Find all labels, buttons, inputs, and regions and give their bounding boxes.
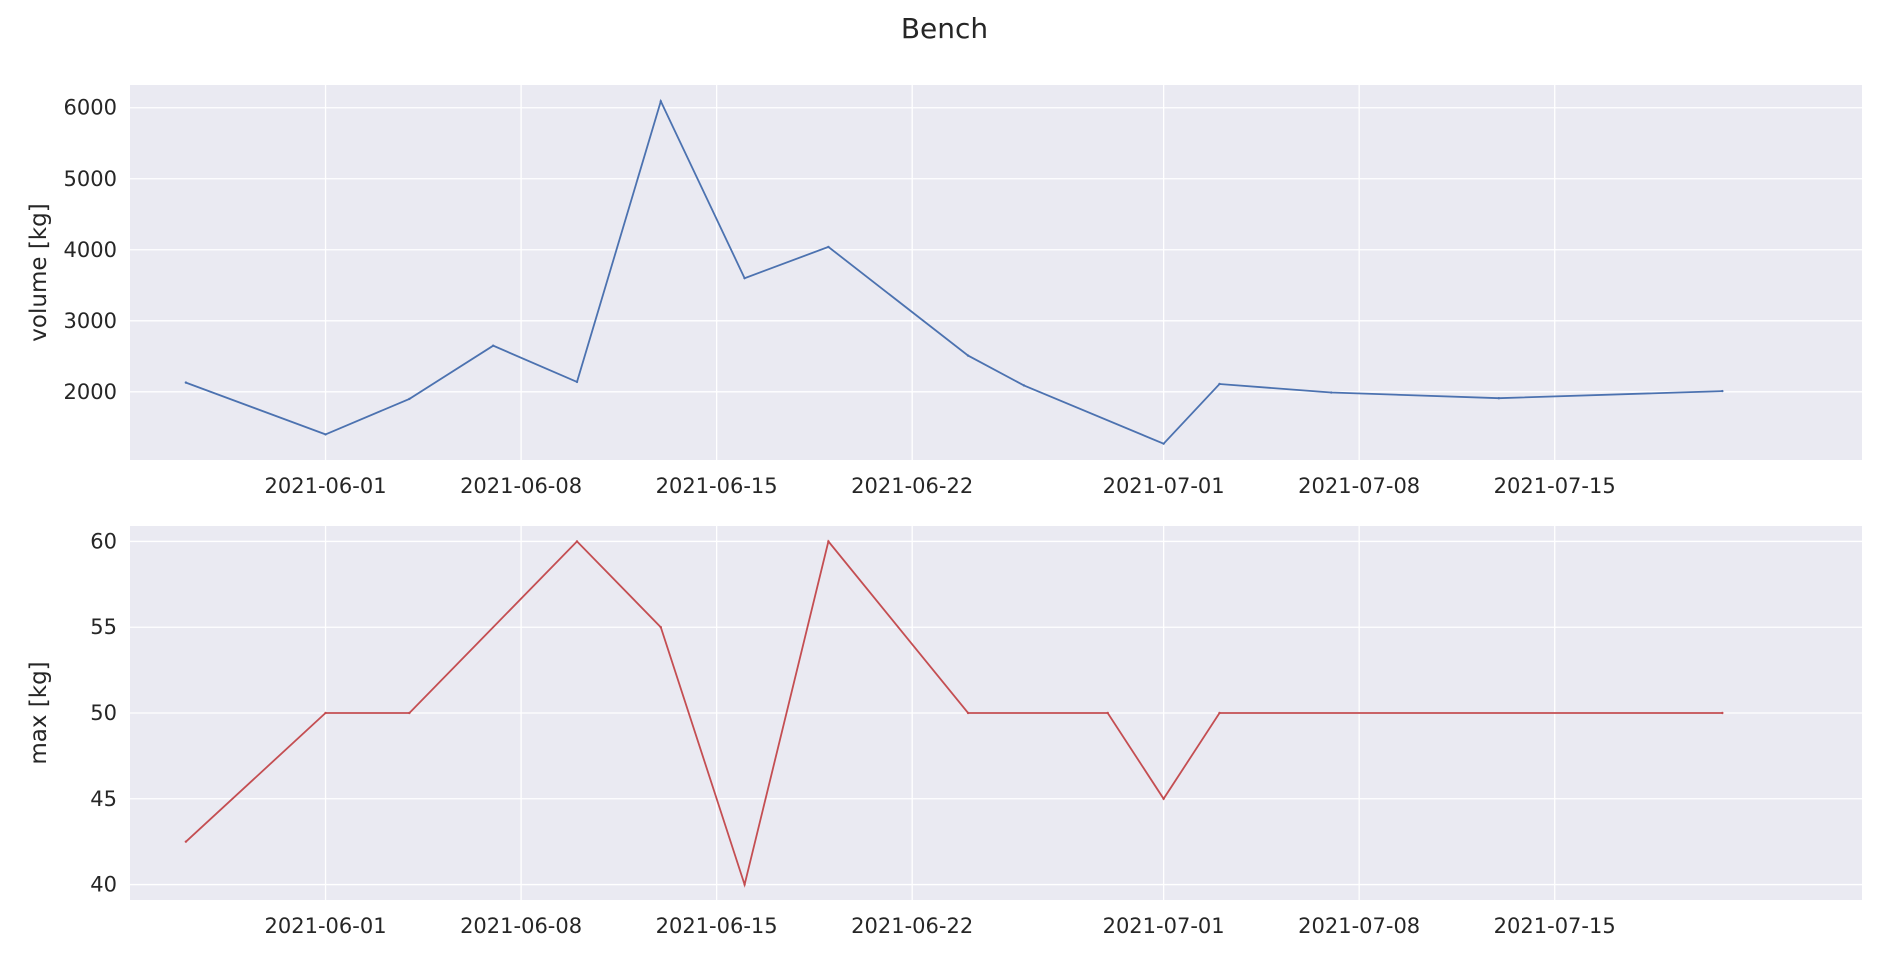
y-tick-label: 55 [90, 615, 117, 639]
data-point [1022, 384, 1026, 387]
data-point [659, 626, 662, 629]
y-tick-label: 40 [90, 873, 117, 897]
data-point [743, 276, 746, 280]
y-axis-label: max [kg] [26, 661, 52, 764]
data-point [1162, 797, 1165, 800]
y-tick-label: 5000 [64, 167, 117, 191]
y-axis-label: volume [kg] [26, 203, 52, 341]
data-point [1162, 442, 1165, 445]
data-point [184, 381, 188, 384]
data-point [659, 100, 662, 103]
data-point [743, 883, 746, 886]
x-tick-label: 2021-06-08 [460, 474, 582, 498]
data-point [184, 840, 188, 843]
data-point [1330, 391, 1333, 394]
x-tick-label: 2021-07-08 [1298, 914, 1420, 938]
x-tick-label: 2021-07-15 [1494, 474, 1616, 498]
data-point [1218, 711, 1221, 715]
data-point [1106, 711, 1109, 715]
x-tick-label: 2021-07-01 [1103, 914, 1225, 938]
x-tick-label: 2021-06-22 [851, 474, 973, 498]
data-point [408, 711, 411, 715]
data-point [827, 245, 830, 249]
data-point [966, 711, 970, 715]
data-point [966, 354, 970, 357]
data-point [408, 397, 411, 401]
data-point [575, 540, 579, 543]
x-tick-label: 2021-06-08 [460, 914, 582, 938]
x-tick-label: 2021-07-08 [1298, 474, 1420, 498]
plot-area-1 [130, 85, 1862, 460]
y-tick-label: 3000 [64, 309, 117, 333]
x-tick-label: 2021-06-15 [656, 474, 778, 498]
x-tick-label: 2021-07-01 [1103, 474, 1225, 498]
data-point [827, 540, 830, 543]
y-tick-label: 6000 [64, 96, 117, 120]
y-tick-label: 4000 [64, 238, 117, 262]
data-point [491, 344, 495, 347]
y-tick-label: 2000 [64, 380, 117, 404]
x-tick-label: 2021-06-01 [265, 914, 387, 938]
chart-title: Bench [900, 12, 989, 45]
data-point [575, 380, 579, 384]
y-tick-label: 50 [90, 701, 117, 725]
data-point [1721, 389, 1724, 393]
data-point [324, 711, 327, 715]
series-line-2 [185, 539, 1723, 888]
x-tick-label: 2021-06-22 [851, 914, 973, 938]
data-point [324, 433, 327, 436]
x-tick-label: 2021-06-15 [656, 914, 778, 938]
y-tick-label: 60 [90, 529, 117, 553]
x-tick-label: 2021-07-15 [1494, 914, 1616, 938]
x-tick-label: 2021-06-01 [265, 474, 387, 498]
data-point [1218, 382, 1221, 386]
data-point [1721, 711, 1724, 715]
y-tick-label: 45 [90, 787, 117, 811]
data-point [1497, 397, 1501, 400]
